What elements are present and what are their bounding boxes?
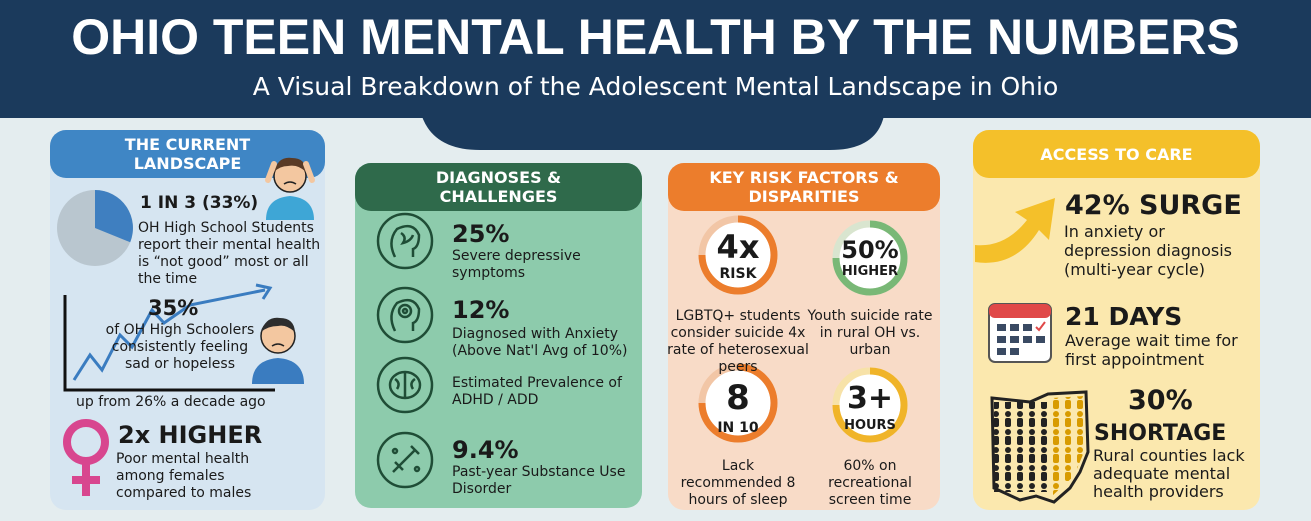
stat-text: Past-year Substance Use Disorder (452, 464, 626, 497)
stat-unit: HOURS (844, 418, 896, 433)
subtitle: A Visual Breakdown of the Adolescent Men… (252, 72, 1059, 101)
calendar-icon (988, 303, 1052, 363)
stat: 42% SURGE (1065, 190, 1242, 221)
stat: 21 DAYS (1065, 302, 1183, 331)
stat-text: Severe depressive symptoms (452, 248, 581, 281)
stat: 9.4% (452, 436, 519, 464)
stat-text: OH High School Students report their men… (138, 220, 321, 287)
stat-unit: RISK (719, 266, 757, 282)
stat: 3+ (846, 381, 893, 416)
diagnosis-icons (376, 212, 434, 489)
stat: 35% (148, 296, 199, 320)
surge-arrow (975, 198, 1055, 263)
stat: 2x HIGHER (118, 421, 263, 449)
stat-text: 60% on recreational screen time (828, 458, 912, 508)
stat-text: Average wait time for first appointment (1065, 331, 1238, 369)
stat: 30% (1128, 385, 1193, 416)
stat-text: Rural counties lack adequate mental heal… (1093, 446, 1245, 501)
stressed-person-icon (265, 157, 315, 220)
stat: 50% (841, 236, 899, 264)
stat-unit: HIGHER (841, 264, 899, 279)
panel-title: KEY RISK FACTORS & DISPARITIES (668, 163, 940, 211)
stat-text: Lack recommended 8 hours of sleep (680, 458, 796, 508)
stat-unit: SHORTAGE (1094, 421, 1227, 446)
panel-title: THE CURRENT LANDSCAPE (50, 130, 325, 178)
title: OHIO TEEN MENTAL HEALTH BY THE NUMBERS (71, 9, 1240, 65)
stat-text: In anxiety or depression diagnosis (mult… (1064, 222, 1232, 279)
stat-text: LGBTQ+ students consider suicide 4x rate… (667, 308, 809, 375)
stat: 8 (726, 378, 750, 418)
stat: 1 IN 3 (33%) (140, 193, 259, 213)
stat-unit: IN 10 (717, 420, 759, 436)
stat: 4x (716, 228, 760, 266)
stat: 25% (452, 220, 510, 248)
panel-title: ACCESS TO CARE (973, 130, 1260, 178)
trend-graph (63, 283, 275, 392)
stat-text: Youth suicide rate in rural OH vs. urban (807, 308, 933, 358)
stat-text: Estimated Prevalence of ADHD / ADD (452, 375, 622, 408)
stat-rings (698, 215, 908, 443)
stat: 12% (452, 296, 510, 324)
stat-text: Poor mental health among females compare… (116, 451, 252, 501)
panel-title: DIAGNOSES & CHALLENGES (355, 163, 642, 211)
panel (355, 163, 642, 508)
header-bg (0, 0, 1311, 150)
pie-icon (57, 190, 133, 266)
female-symbol (63, 419, 109, 496)
stat-text: of OH High Schoolers consistently feelin… (105, 322, 255, 372)
sad-person-icon (252, 317, 304, 384)
panel (668, 163, 940, 510)
note: (Above Nat'l Avg of 10%) (452, 343, 628, 359)
ohio-map (990, 390, 1090, 504)
stat-text: Diagnosed with Anxiety (452, 326, 618, 342)
note: up from 26% a decade ago (76, 394, 266, 410)
